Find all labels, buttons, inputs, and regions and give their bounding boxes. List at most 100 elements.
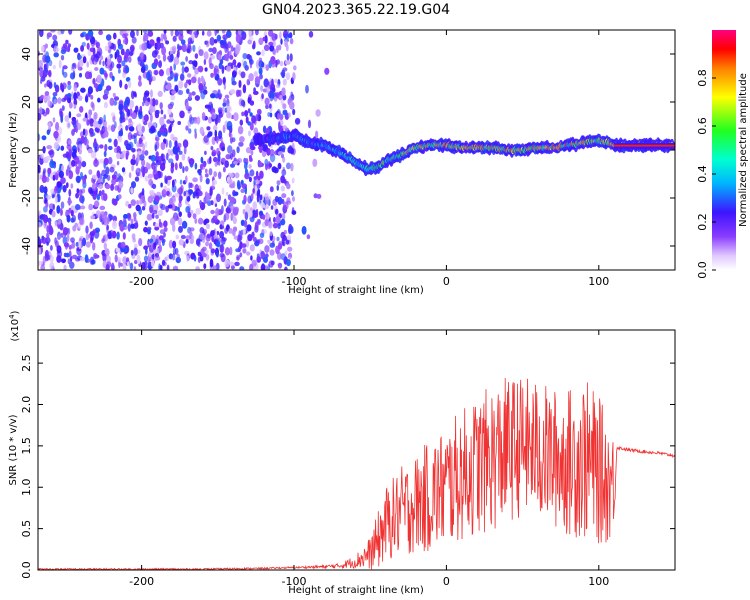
noise-speck [53, 130, 59, 139]
noise-speck [205, 193, 210, 202]
noise-speck [147, 97, 151, 102]
noise-speck [112, 220, 117, 230]
noise-speck [215, 207, 220, 217]
noise-speck [133, 247, 138, 256]
noise-speck [196, 238, 200, 246]
noise-speck [90, 150, 97, 159]
noise-speck [118, 180, 124, 189]
noise-speck [239, 119, 243, 126]
noise-speck [47, 167, 52, 175]
noise-speck [281, 87, 286, 97]
noise-speck [194, 53, 199, 59]
noise-speck [255, 183, 261, 189]
noise-speck [245, 116, 249, 124]
snr-x-label: Height of straight line (km) [288, 585, 424, 596]
noise-speck [199, 173, 203, 183]
noise-speck [88, 114, 92, 120]
noise-speck [232, 191, 237, 197]
noise-speck [179, 73, 185, 81]
noise-speck [147, 173, 154, 179]
noise-speck [69, 72, 76, 80]
noise-speck [62, 227, 68, 236]
noise-speck [177, 217, 183, 226]
noise-speck [279, 94, 283, 100]
noise-speck [170, 30, 174, 37]
noise-speck [73, 47, 79, 53]
colorbar-tick-label: 0.8 [696, 69, 709, 87]
noise-speck [41, 135, 47, 141]
noise-speck [316, 193, 322, 199]
noise-speck [158, 69, 164, 77]
noise-speck [163, 220, 168, 228]
noise-speck [155, 136, 160, 142]
noise-speck [54, 185, 59, 194]
noise-speck [204, 67, 208, 72]
noise-speck [192, 60, 198, 66]
noise-speck [117, 194, 122, 200]
noise-speck [178, 80, 184, 89]
noise-speck [93, 159, 99, 168]
noise-speck [240, 71, 246, 79]
noise-speck [60, 177, 66, 184]
noise-speck [93, 53, 99, 63]
noise-speck [255, 30, 259, 36]
noise-speck [158, 235, 164, 241]
noise-speck [99, 158, 104, 164]
noise-speck [250, 255, 253, 261]
noise-speck [133, 217, 137, 222]
noise-speck [232, 59, 237, 66]
noise-speck [129, 51, 134, 57]
noise-speck [178, 201, 182, 208]
noise-speck [209, 258, 214, 268]
noise-speck [172, 240, 177, 249]
noise-speck [119, 223, 125, 232]
colorbar-gradient [712, 30, 736, 270]
noise-speck [107, 55, 111, 60]
noise-speck [44, 249, 49, 259]
noise-speck [238, 141, 244, 147]
noise-speck [106, 34, 112, 41]
noise-speck [73, 104, 77, 109]
x-tick-label: -100 [282, 575, 307, 588]
noise-speck [117, 135, 123, 143]
noise-speck [223, 198, 227, 207]
noise-speck [99, 144, 104, 149]
noise-speck [237, 183, 241, 190]
noise-speck [263, 78, 269, 88]
noise-speck [277, 223, 281, 230]
noise-speck [71, 91, 74, 100]
noise-speck [181, 154, 186, 161]
signal-band-core [614, 144, 675, 147]
colorbar-tick-label: 0.4 [696, 165, 709, 183]
noise-speck [150, 125, 156, 134]
noise-speck [243, 60, 248, 69]
noise-speck [154, 144, 158, 152]
noise-speck [158, 218, 162, 225]
noise-speck [141, 262, 146, 270]
noise-speck [130, 199, 136, 207]
noise-speck [38, 59, 43, 69]
noise-speck [127, 132, 133, 141]
noise-speck [224, 160, 230, 168]
noise-speck [206, 233, 211, 239]
noise-speck [92, 78, 96, 85]
snr-scale-label: (x104) [8, 310, 21, 341]
noise-speck [268, 221, 273, 229]
noise-speck [254, 240, 260, 247]
noise-speck [46, 145, 52, 150]
noise-speck [46, 225, 50, 233]
noise-speck [178, 89, 184, 96]
noise-speck [200, 90, 206, 100]
noise-speck [236, 146, 240, 154]
noise-speck [87, 30, 94, 37]
noise-speck [57, 97, 62, 104]
noise-speck [75, 166, 80, 175]
noise-speck [281, 193, 287, 199]
noise-speck [174, 193, 180, 198]
noise-speck [130, 134, 135, 140]
noise-speck [85, 225, 89, 234]
noise-speck [106, 224, 109, 231]
noise-speck [289, 37, 294, 45]
noise-speck [204, 40, 208, 45]
noise-speck [65, 169, 69, 177]
